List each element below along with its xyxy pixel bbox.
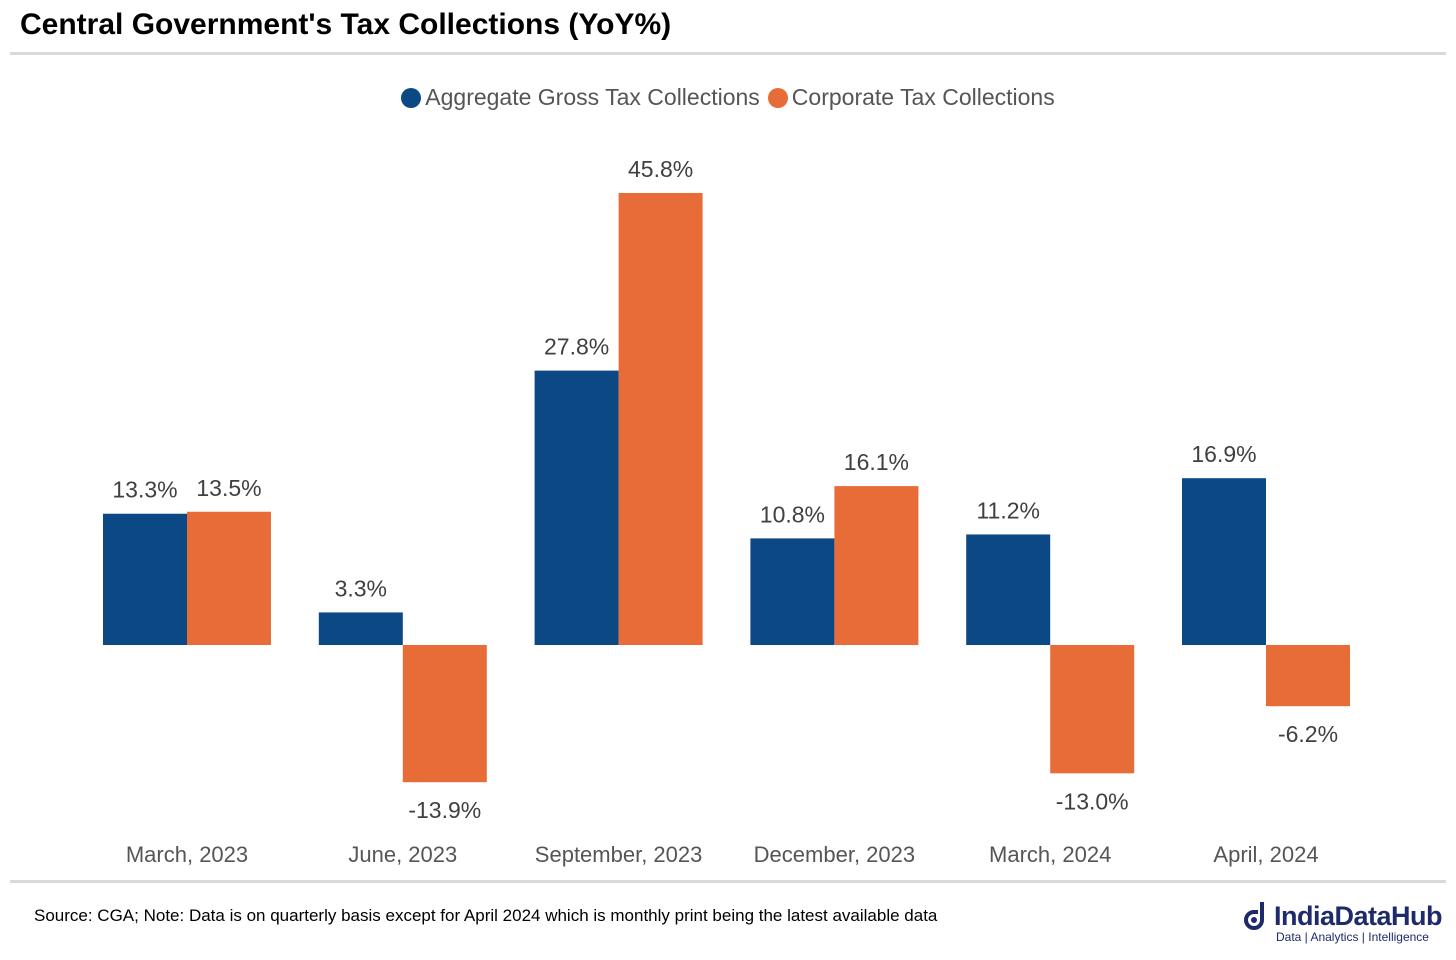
- data-label-aggregate-1: 3.3%: [335, 575, 387, 601]
- bottom-divider: [10, 880, 1446, 883]
- legend-label-aggregate: Aggregate Gross Tax Collections: [425, 84, 760, 110]
- data-label-corporate-3: 16.1%: [844, 449, 909, 475]
- x-tick-label-4: March, 2024: [989, 842, 1111, 867]
- legend-swatch-corporate: [767, 87, 788, 108]
- legend-item-aggregate: Aggregate Gross Tax Collections: [401, 84, 760, 111]
- bar-corporate-3: [834, 486, 919, 645]
- brand-logo: IndiaDataHub Data | Analytics | Intellig…: [1244, 900, 1443, 944]
- bar-aggregate-1: [318, 612, 403, 645]
- data-label-aggregate-3: 10.8%: [760, 501, 825, 527]
- bar-aggregate-5: [1182, 478, 1266, 645]
- x-tick-label-2: September, 2023: [535, 842, 703, 867]
- x-tick-label-5: April, 2024: [1213, 842, 1318, 867]
- source-note: Source: CGA; Note: Data is on quarterly …: [34, 906, 938, 925]
- top-divider: [10, 52, 1446, 55]
- bar-aggregate-2: [534, 370, 619, 645]
- data-label-corporate-5: -6.2%: [1278, 721, 1338, 747]
- data-label-corporate-1: -13.9%: [408, 797, 481, 823]
- chart-title: Central Government's Tax Collections (Yo…: [20, 8, 672, 41]
- x-tick-label-3: December, 2023: [754, 842, 915, 867]
- bar-aggregate-4: [966, 534, 1051, 645]
- legend: Aggregate Gross Tax Collections Corporat…: [0, 84, 1456, 111]
- bar-corporate-4: [1050, 645, 1135, 774]
- data-label-corporate-0: 13.5%: [196, 475, 261, 501]
- indiadatahub-logo-icon: [1244, 902, 1264, 930]
- bar-corporate-0: [187, 511, 271, 645]
- data-label-aggregate-4: 11.2%: [976, 497, 1040, 523]
- brand-name: IndiaDataHub: [1273, 900, 1443, 931]
- bar-aggregate-0: [103, 513, 187, 645]
- data-label-aggregate-5: 16.9%: [1191, 441, 1256, 467]
- x-tick-label-1: June, 2023: [348, 842, 457, 867]
- data-label-aggregate-0: 13.3%: [112, 477, 177, 503]
- data-label-corporate-4: -13.0%: [1056, 788, 1129, 814]
- bar-corporate-1: [402, 645, 487, 783]
- data-label-aggregate-2: 27.8%: [544, 334, 609, 360]
- legend-item-corporate: Corporate Tax Collections: [767, 84, 1055, 111]
- bar-corporate-5: [1266, 645, 1350, 707]
- bar-aggregate-3: [750, 538, 835, 645]
- legend-label-corporate: Corporate Tax Collections: [791, 84, 1055, 110]
- legend-swatch-aggregate: [401, 87, 422, 108]
- bar-chart: 13.3% 13.5% March, 2023 3.3% -13.9% June, 202…: [103, 156, 1350, 867]
- brand-tagline: Data | Analytics | Intelligence: [1275, 930, 1429, 944]
- data-label-corporate-2: 45.8%: [628, 156, 693, 182]
- x-tick-label-0: March, 2023: [126, 842, 248, 867]
- bar-corporate-2: [618, 192, 703, 646]
